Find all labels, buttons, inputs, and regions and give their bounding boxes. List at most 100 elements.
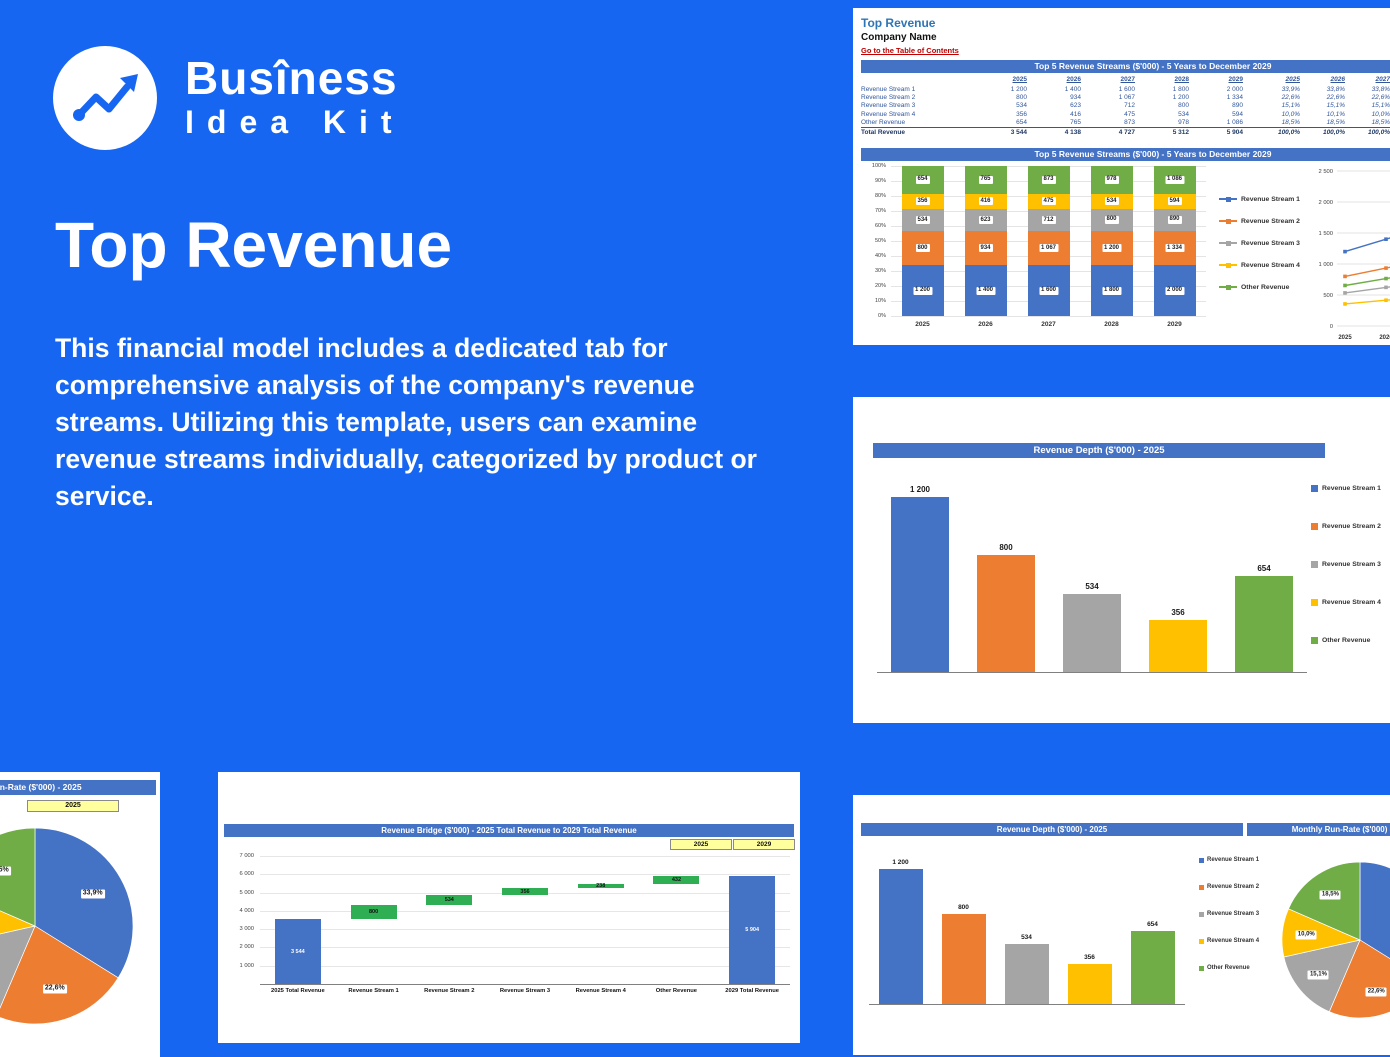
axis-tick-label: 2025 — [915, 321, 930, 328]
axis-tick-label: 2029 Total Revenue — [725, 988, 779, 994]
value-label: 534 — [444, 896, 454, 903]
legend-marker — [1311, 484, 1318, 492]
table-pct-value: 15,1% — [1281, 102, 1300, 110]
year-input-cell[interactable]: 2025 — [27, 800, 119, 812]
legend-label: Other Revenue — [1207, 965, 1250, 971]
stacked-bar-chart: 100% 90% 80% 70% 60% 50% 40% 30% 20% 10% 0% 1 200 80… — [861, 162, 1213, 340]
table-value: 2 000 — [1226, 85, 1243, 93]
legend-item: Other Revenue — [1311, 635, 1370, 645]
pie-label: 33,9% — [80, 889, 105, 899]
legend-item: Revenue Stream 2 — [1199, 882, 1259, 892]
table-value: 416 — [1070, 110, 1081, 118]
line-series — [1344, 237, 1390, 253]
axis-tick-label: 2026 — [978, 321, 993, 328]
table-value: 1 086 — [1226, 119, 1243, 127]
revenue-bridge-panel: Revenue Bridge ($'000) - 2025 Total Reve… — [218, 772, 800, 1043]
bar — [653, 876, 700, 884]
table-value: 1 067 — [1118, 94, 1135, 102]
legend-label: Revenue Stream 3 — [1207, 911, 1260, 917]
value-label: 534 — [1021, 934, 1032, 942]
brand-logo-circle — [53, 46, 157, 150]
bridge-year-end-input[interactable]: 2029 — [733, 839, 795, 850]
axis-tick-label: 60% — [874, 222, 886, 229]
year-column-header: 2028 — [1174, 76, 1189, 83]
legend-label: Revenue Stream 2 — [1207, 884, 1260, 890]
legend-marker — [1219, 240, 1237, 247]
year-column-header: 2027 — [1375, 76, 1390, 83]
bar — [502, 888, 548, 895]
bar — [274, 919, 321, 984]
legend-marker — [1199, 857, 1204, 863]
legend-marker — [1199, 965, 1204, 971]
x-axis-label: 2025 — [1338, 335, 1352, 341]
table-row: Revenue Stream 1 1 200 1 400 1 600 1 800 2 00… — [861, 85, 1390, 93]
value-label: 1 086 — [1164, 175, 1185, 184]
axis-tick-label: 2025 Total Revenue — [270, 988, 325, 994]
pie-slice — [0, 827, 36, 927]
value-label: 623 — [978, 216, 993, 225]
value-label: 1 334 — [1164, 244, 1185, 253]
year-column-header: 2026 — [1066, 76, 1081, 83]
value-label: 800 — [999, 543, 1013, 553]
axis-tick-label: 0 — [1330, 324, 1333, 330]
axis-tick-label: 2 500 — [1318, 169, 1333, 175]
company-name: Company Name — [861, 32, 937, 43]
table-pct-value: 18,5% — [1326, 119, 1345, 127]
run-rate-pie-chart: 33,9%22,6%15,1%10,0%18,5% — [1273, 853, 1390, 1028]
axis-tick-label: 2 000 — [1318, 200, 1333, 206]
value-label: 1 400 — [975, 286, 996, 295]
gridline — [260, 965, 790, 967]
legend-item: Revenue Stream 1 — [1199, 855, 1259, 865]
legend-marker — [1199, 911, 1204, 917]
toc-link[interactable]: Go to the Table of Contents — [861, 46, 959, 55]
table-pct-value: 100,0% — [1277, 129, 1300, 137]
bridge-year-start-input[interactable]: 2025 — [670, 839, 732, 850]
legend-marker — [1311, 522, 1318, 530]
value-label: 534 — [1085, 581, 1099, 591]
axis-tick-label: 5 000 — [239, 889, 254, 896]
table-pct-value: 22,6% — [1371, 94, 1390, 102]
legend-item: Other Revenue — [1219, 282, 1289, 292]
depth-chart-title-bar: Revenue Depth ($'000) - 2025 — [861, 823, 1243, 836]
table-value: 1 600 — [1118, 85, 1135, 93]
stacked-chart-title-bar: Top 5 Revenue Streams ($'000) - 5 Years … — [861, 148, 1390, 161]
brand-logo: Busîness Idea Kit — [53, 46, 405, 150]
bar — [891, 496, 949, 672]
line-marker — [1384, 298, 1388, 303]
table-value: 800 — [1016, 94, 1027, 102]
legend-label: Revenue Stream 1 — [1207, 857, 1260, 863]
revenue-depth-panel: Revenue Depth ($'000) - 2025 1 200 800 534… — [853, 397, 1390, 723]
table-pct-value: 10,0% — [1371, 110, 1390, 118]
value-label: 5 904 — [745, 927, 760, 934]
legend-label: Revenue Stream 1 — [1322, 484, 1381, 492]
bar — [1067, 964, 1112, 1004]
line-marker — [1384, 285, 1388, 290]
pie-slice — [1359, 861, 1390, 960]
x-axis-label: 2026 — [1379, 335, 1390, 341]
table-value: 978 — [1178, 119, 1189, 127]
legend-marker-square — [1225, 262, 1231, 268]
bar — [1004, 944, 1049, 1004]
axis-tick-label: 6 000 — [239, 871, 254, 878]
table-value: 1 800 — [1172, 85, 1189, 93]
table-value: 1 200 — [1172, 94, 1189, 102]
revenue-table: 2025202620272028202920252026202720282029… — [861, 74, 1390, 138]
table-row: Revenue Stream 2 800 934 1 067 1 200 1 334 22,… — [861, 93, 1390, 101]
year-column-header: 2025 — [1285, 76, 1300, 83]
year-column-header: 2027 — [1120, 76, 1135, 83]
value-label: 765 — [978, 175, 993, 184]
bar — [878, 869, 923, 1004]
table-value: 1 400 — [1064, 85, 1081, 93]
table-pct-value: 15,1% — [1371, 102, 1390, 110]
value-label: 2 000 — [1164, 286, 1185, 295]
line-series — [1344, 286, 1390, 294]
bridge-title-bar: Revenue Bridge ($'000) - 2025 Total Reve… — [224, 824, 794, 837]
axis-tick-label: Revenue Stream 2 — [424, 988, 475, 994]
legend-marker-square — [1225, 284, 1231, 290]
row-label: Revenue Stream 3 — [861, 102, 916, 110]
value-label: 1 200 — [1101, 244, 1122, 253]
table-value: 623 — [1070, 102, 1081, 110]
depth-bar-chart: 1 200 800 534 356 654 — [877, 477, 1307, 673]
